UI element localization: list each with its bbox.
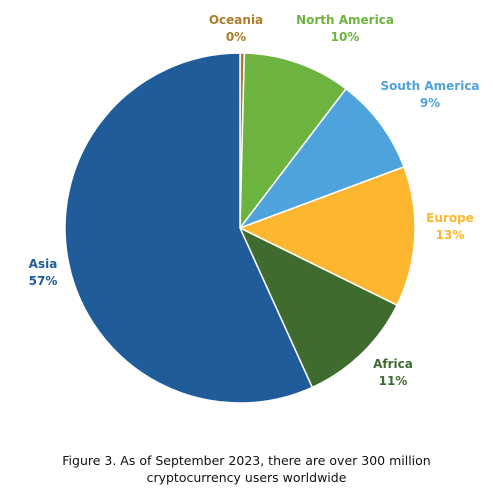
pie-slice-africa bbox=[238, 226, 399, 389]
pie-labels: Oceania 0% North America 10% South America 9%… bbox=[29, 13, 480, 388]
pie-slice-north-america bbox=[239, 52, 348, 231]
slice-label-north-america: North America 10% bbox=[296, 13, 394, 44]
slice-label-europe: Europe 13% bbox=[426, 211, 474, 242]
slice-label-south-america: South America 9% bbox=[380, 79, 479, 110]
caption-line-2: cryptocurrency users worldwide bbox=[146, 470, 347, 485]
pie-slices bbox=[64, 52, 416, 404]
slice-label-asia: Asia 57% bbox=[29, 257, 58, 288]
pie-slice-south-america bbox=[237, 87, 405, 230]
slice-label-africa: Africa 11% bbox=[373, 357, 413, 388]
slice-label-oceania: Oceania 0% bbox=[209, 13, 263, 44]
figure-caption: Figure 3. As of September 2023, there ar… bbox=[0, 452, 493, 486]
pie-chart: Oceania 0% North America 10% South America 9%… bbox=[29, 13, 480, 404]
caption-line-1: Figure 3. As of September 2023, there ar… bbox=[62, 453, 431, 468]
pie-slice-europe bbox=[238, 165, 416, 307]
pie-slice-asia bbox=[64, 52, 314, 404]
